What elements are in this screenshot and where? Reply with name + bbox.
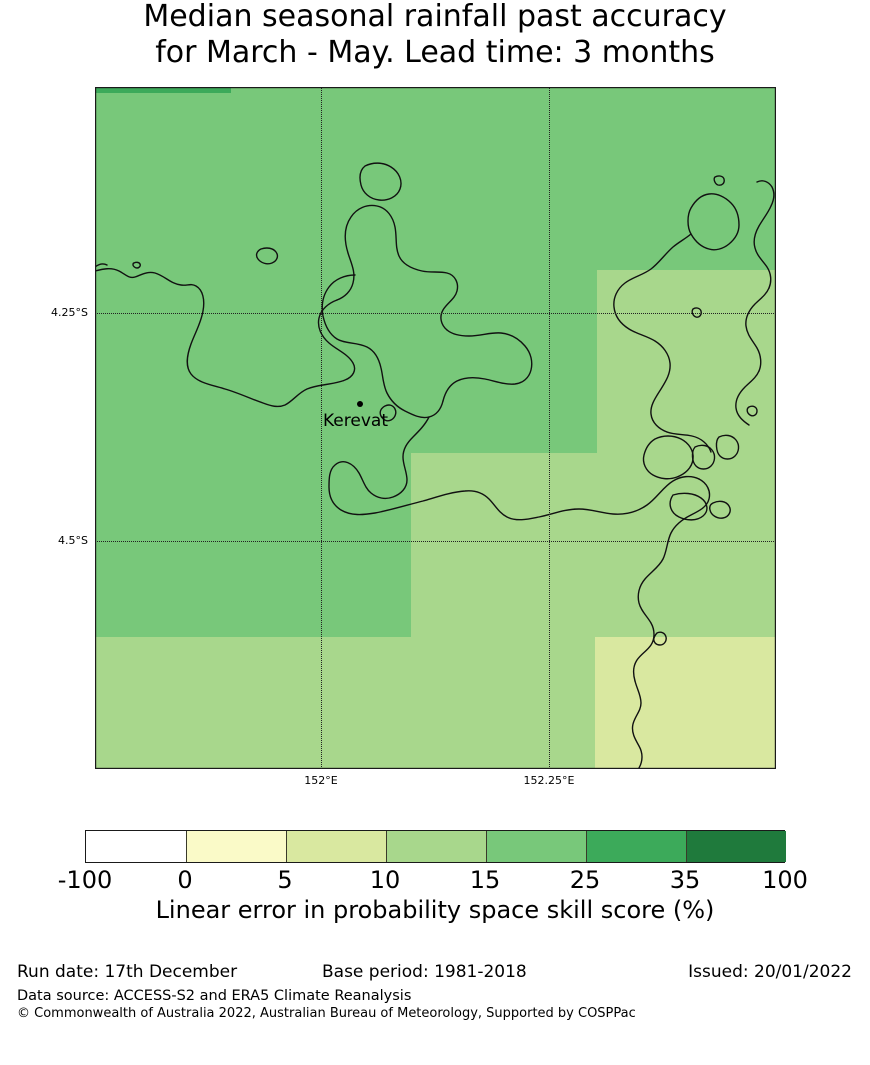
station-marker-dot — [357, 401, 363, 407]
colorbar-tick-label: 35 — [669, 866, 701, 894]
colorbar-segment — [386, 831, 486, 862]
colorbar-tick-label: 5 — [277, 866, 293, 894]
lon-tick-label-0: 152°E — [304, 774, 338, 787]
footer-meta-row: Run date: 17th December Base period: 198… — [0, 962, 870, 984]
colorbar-divider — [186, 831, 187, 862]
chart-title-line-2: for March - May. Lead time: 3 months — [155, 35, 715, 70]
colorbar-tick-label: 0 — [177, 866, 193, 894]
footer-run-date: Run date: 17th December — [17, 962, 238, 982]
colorbar-divider — [386, 831, 387, 862]
colorbar-tick-label: -100 — [57, 866, 113, 894]
colorbar-divider — [686, 831, 687, 862]
colorbar-segment — [86, 831, 186, 862]
lat-tick-label-0: 4.25°S — [51, 306, 88, 319]
colorbar-tick-label: 100 — [762, 866, 808, 894]
colorbar-tick-label: 15 — [469, 866, 501, 894]
lat-tick-label-1: 4.5°S — [58, 534, 88, 547]
colorbar-tick-label: 10 — [369, 866, 401, 894]
lon-tick-label-1: 152.25°E — [523, 774, 575, 787]
colorbar-axis-label: Linear error in probability space skill … — [155, 896, 715, 924]
colorbar-divider — [486, 831, 487, 862]
footer-copyright: © Commonwealth of Australia 2022, Austra… — [17, 1006, 636, 1021]
colorbar — [85, 830, 786, 863]
footer-issued-date: Issued: 20/01/2022 — [688, 962, 852, 982]
colorbar-tick-label: 25 — [569, 866, 601, 894]
station-marker-label: Kerevat — [323, 411, 388, 431]
colorbar-segment — [286, 831, 386, 862]
footer-base-period: Base period: 1981-2018 — [322, 962, 527, 982]
colorbar-segment — [686, 831, 786, 862]
colorbar-segment — [186, 831, 286, 862]
footer-data-source: Data source: ACCESS-S2 and ERA5 Climate … — [17, 988, 412, 1004]
colorbar-divider — [286, 831, 287, 862]
colorbar-segment — [586, 831, 686, 862]
skill-score-map[interactable]: Kerevat — [95, 87, 776, 769]
colorbar-divider — [586, 831, 587, 862]
colorbar-segment — [486, 831, 586, 862]
chart-title-line-1: Median seasonal rainfall past accuracy — [143, 0, 727, 34]
